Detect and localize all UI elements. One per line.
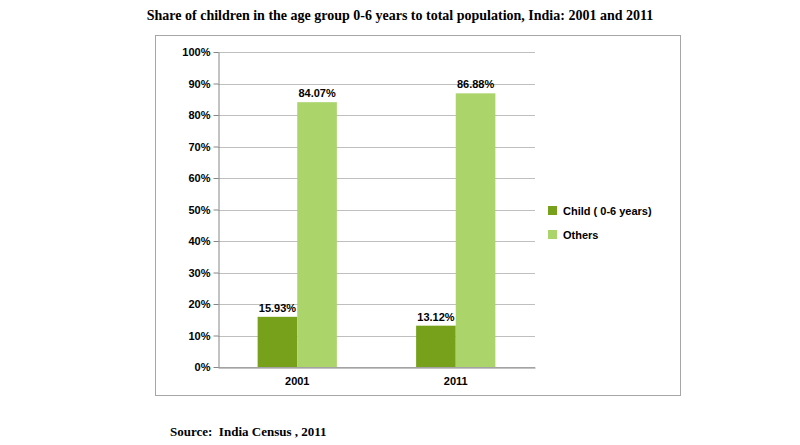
title: Share of children in the age group 0-6 y… xyxy=(147,8,653,23)
x-axis-line xyxy=(219,368,536,369)
y-tick-mark xyxy=(214,241,219,242)
y-tick: 20% xyxy=(188,298,218,310)
y-tick-mark xyxy=(214,336,219,337)
x-tick-label: 2011 xyxy=(444,375,468,387)
bars xyxy=(258,93,496,367)
y-tick-mark xyxy=(214,367,219,368)
data-label: 15.93% xyxy=(259,302,297,314)
y-axis: 0% 10% 20% 30% 40% 50% 60% 70% 80% 90% 100% xyxy=(182,46,219,373)
bar xyxy=(416,326,456,367)
grid xyxy=(218,53,535,368)
grid-line xyxy=(218,367,535,368)
legend: Child ( 0-6 years) Others xyxy=(548,205,652,241)
y-tick: 0% xyxy=(195,361,219,373)
y-tick: 60% xyxy=(188,172,218,184)
y-tick-mark xyxy=(214,84,219,85)
y-tick-label: 30% xyxy=(188,267,210,279)
y-tick: 80% xyxy=(188,109,218,121)
x-axis: 2001 2011 xyxy=(219,368,536,388)
bar xyxy=(258,317,298,367)
y-tick-mark xyxy=(214,52,219,53)
source: Source: India Census , 2011 xyxy=(170,424,327,439)
grid-line xyxy=(218,52,535,53)
y-tick: 10% xyxy=(188,330,218,342)
chart-frame xyxy=(156,36,681,396)
y-tick-mark xyxy=(214,273,219,274)
y-tick: 40% xyxy=(188,235,218,247)
y-tick: 30% xyxy=(188,267,218,279)
x-tick: 2001 xyxy=(285,368,309,388)
y-tick-mark xyxy=(214,304,219,305)
y-tick-label: 50% xyxy=(188,204,210,216)
legend-label: Others xyxy=(563,229,598,241)
y-tick-label: 0% xyxy=(195,361,211,373)
x-tick-label: 2001 xyxy=(285,375,309,387)
y-tick-label: 70% xyxy=(188,141,210,153)
legend-label: Child ( 0-6 years) xyxy=(563,205,652,217)
y-tick-label: 80% xyxy=(188,109,210,121)
y-axis-line xyxy=(219,53,220,368)
y-tick-mark xyxy=(214,210,219,211)
data-label: 13.12% xyxy=(417,311,455,323)
y-tick-label: 40% xyxy=(188,235,210,247)
y-tick: 70% xyxy=(188,141,218,153)
y-tick-mark xyxy=(214,115,219,116)
bar xyxy=(297,102,337,367)
y-tick-label: 100% xyxy=(182,46,210,58)
y-tick-label: 60% xyxy=(188,172,210,184)
chart: Share of children in the age group 0-6 y… xyxy=(0,0,800,445)
data-labels: 15.93% 13.12% 84.07% 86.88% xyxy=(259,78,495,322)
legend-swatch xyxy=(548,230,557,239)
x-tick: 2011 xyxy=(444,368,468,388)
y-tick: 100% xyxy=(182,46,218,58)
y-tick: 90% xyxy=(188,78,218,90)
bar xyxy=(456,93,496,367)
y-tick-label: 20% xyxy=(188,298,210,310)
y-tick-mark xyxy=(214,147,219,148)
data-label: 84.07% xyxy=(298,87,336,99)
y-tick-label: 90% xyxy=(188,78,210,90)
y-tick: 50% xyxy=(188,204,218,216)
legend-swatch xyxy=(548,206,557,215)
y-tick-label: 10% xyxy=(188,330,210,342)
y-tick-mark xyxy=(214,178,219,179)
data-label: 86.88% xyxy=(457,78,495,90)
